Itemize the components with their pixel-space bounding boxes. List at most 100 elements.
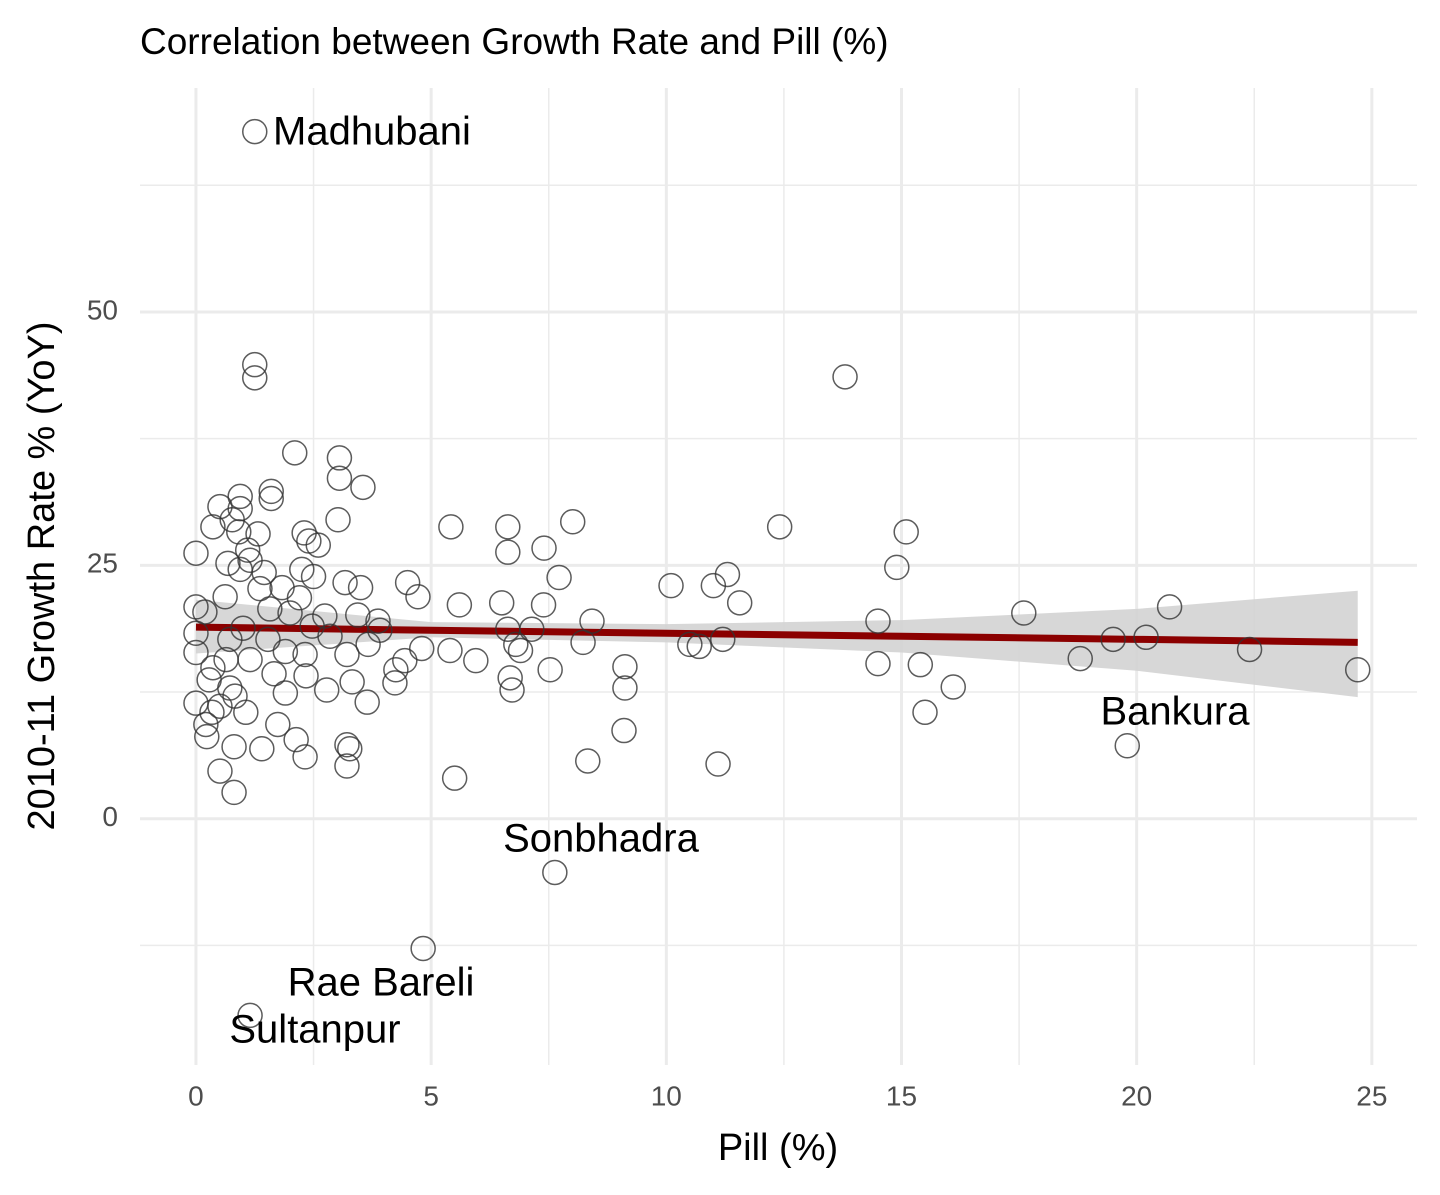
point — [488, 590, 515, 616]
point — [350, 474, 376, 501]
annotation: Sultanpur — [229, 1008, 400, 1052]
point — [242, 118, 268, 145]
x-tick-label: 15 — [886, 1080, 917, 1111]
x-tick-label: 5 — [423, 1080, 439, 1111]
point — [326, 445, 353, 471]
point — [345, 602, 371, 628]
point — [495, 514, 521, 540]
point — [354, 689, 380, 715]
point — [495, 616, 521, 642]
point — [312, 603, 338, 629]
point — [325, 506, 351, 533]
point — [658, 572, 684, 599]
point — [317, 623, 343, 650]
point — [1344, 656, 1371, 683]
x-axis-title: Pill (%) — [718, 1127, 838, 1169]
point — [865, 608, 891, 634]
y-tick-label: 50 — [87, 294, 118, 325]
point — [497, 665, 523, 691]
point — [226, 519, 252, 545]
point — [546, 564, 572, 591]
confidence-band — [195, 590, 1358, 698]
point — [499, 677, 525, 703]
point — [194, 723, 220, 750]
point — [907, 651, 934, 678]
point — [865, 650, 891, 677]
point — [265, 711, 291, 738]
point — [441, 765, 468, 791]
point — [313, 677, 340, 703]
point — [255, 626, 281, 653]
point — [217, 626, 243, 653]
point — [365, 608, 391, 634]
point — [530, 592, 557, 618]
x-tick-label: 20 — [1121, 1080, 1152, 1111]
point — [200, 514, 226, 540]
point — [766, 514, 793, 540]
point — [269, 574, 295, 601]
annotation: Sonbhadra — [503, 817, 699, 861]
point — [531, 535, 557, 561]
point — [495, 539, 521, 565]
point — [437, 637, 463, 664]
point — [579, 608, 605, 634]
point — [217, 675, 243, 701]
point — [1133, 624, 1159, 651]
point — [286, 585, 313, 611]
point — [611, 717, 637, 744]
point — [463, 647, 489, 674]
point — [227, 556, 253, 583]
point — [507, 637, 534, 664]
point — [884, 554, 910, 581]
point — [292, 641, 318, 668]
point — [230, 615, 256, 641]
point — [542, 859, 568, 886]
point — [392, 647, 418, 674]
point — [234, 537, 261, 563]
point — [1156, 594, 1183, 620]
chart-title: Correlation between Growth Rate and Pill… — [140, 21, 889, 62]
point — [940, 674, 966, 700]
point — [227, 483, 253, 510]
point — [912, 699, 938, 726]
point — [300, 563, 327, 590]
point — [292, 744, 318, 770]
point — [199, 699, 225, 726]
x-tick-label: 0 — [188, 1080, 204, 1111]
point — [215, 550, 241, 577]
point — [332, 569, 358, 596]
point — [261, 661, 287, 687]
point — [200, 654, 226, 681]
point — [559, 509, 586, 535]
point — [258, 485, 284, 512]
point — [382, 670, 408, 696]
point — [832, 364, 858, 390]
point — [570, 629, 596, 656]
point — [334, 753, 360, 779]
point — [705, 751, 731, 777]
point — [281, 440, 308, 466]
point — [1011, 600, 1037, 626]
x-tick-label: 25 — [1356, 1080, 1387, 1111]
point — [242, 365, 268, 391]
point — [339, 669, 365, 695]
point — [233, 699, 259, 726]
point — [612, 675, 638, 701]
point — [247, 575, 273, 602]
point — [237, 646, 263, 673]
point — [183, 540, 209, 566]
point — [1067, 645, 1093, 672]
point — [183, 620, 209, 647]
point — [257, 596, 283, 622]
point — [405, 584, 431, 610]
point — [305, 532, 332, 558]
point — [1100, 626, 1126, 653]
point — [219, 506, 245, 533]
annotation: Rae Bareli — [288, 961, 475, 1005]
point — [726, 590, 753, 616]
point — [1236, 636, 1263, 663]
point — [245, 521, 271, 547]
point — [207, 693, 233, 719]
point — [700, 572, 727, 599]
